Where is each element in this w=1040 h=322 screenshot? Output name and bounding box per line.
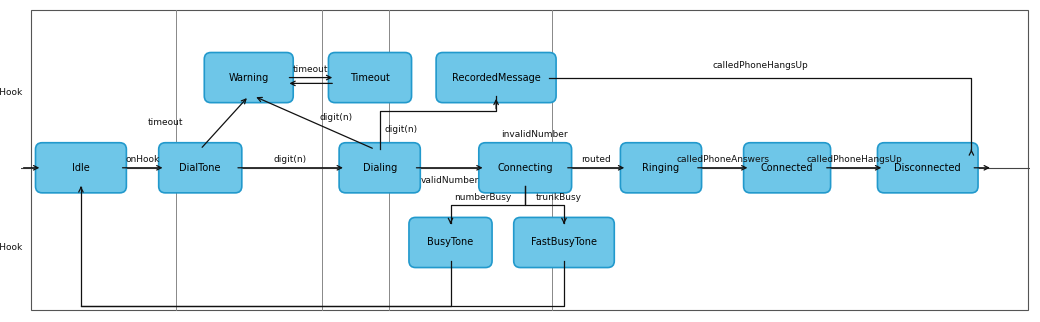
Text: Connected: Connected [761, 163, 813, 173]
FancyBboxPatch shape [878, 143, 978, 193]
FancyBboxPatch shape [744, 143, 831, 193]
Text: Warning: Warning [229, 72, 269, 82]
Text: onHook: onHook [0, 88, 23, 97]
Text: DialTone: DialTone [180, 163, 222, 173]
Text: BusyTone: BusyTone [427, 238, 473, 248]
Text: Ringing: Ringing [643, 163, 679, 173]
FancyBboxPatch shape [621, 143, 702, 193]
Text: Connecting: Connecting [497, 163, 553, 173]
FancyBboxPatch shape [409, 217, 492, 268]
Text: RecordedMessage: RecordedMessage [451, 72, 541, 82]
FancyBboxPatch shape [339, 143, 420, 193]
Text: Dialing: Dialing [363, 163, 397, 173]
Text: onHook: onHook [0, 243, 23, 252]
Text: validNumber: validNumber [420, 176, 478, 185]
FancyBboxPatch shape [329, 52, 412, 103]
Text: Timeout: Timeout [350, 72, 390, 82]
Text: digit(n): digit(n) [319, 113, 353, 122]
Text: Disconnected: Disconnected [894, 163, 961, 173]
FancyBboxPatch shape [204, 52, 293, 103]
Text: digit(n): digit(n) [385, 126, 418, 135]
Text: calledPhoneHangsUp: calledPhoneHangsUp [806, 155, 902, 164]
FancyBboxPatch shape [35, 143, 127, 193]
Text: numberBusy: numberBusy [454, 193, 512, 202]
Text: onHook: onHook [126, 155, 160, 164]
Text: timeout: timeout [148, 118, 183, 127]
Text: timeout: timeout [293, 65, 329, 74]
Text: routed: routed [581, 155, 610, 164]
Text: Idle: Idle [72, 163, 89, 173]
Text: calledPhoneAnswers: calledPhoneAnswers [676, 155, 770, 164]
FancyBboxPatch shape [514, 217, 615, 268]
FancyBboxPatch shape [436, 52, 556, 103]
FancyBboxPatch shape [159, 143, 242, 193]
Text: invalidNumber: invalidNumber [501, 130, 568, 139]
FancyBboxPatch shape [478, 143, 572, 193]
Text: digit(n): digit(n) [274, 155, 307, 164]
Text: trunkBusy: trunkBusy [537, 193, 582, 202]
Text: FastBusyTone: FastBusyTone [531, 238, 597, 248]
Text: calledPhoneHangsUp: calledPhoneHangsUp [712, 62, 808, 71]
